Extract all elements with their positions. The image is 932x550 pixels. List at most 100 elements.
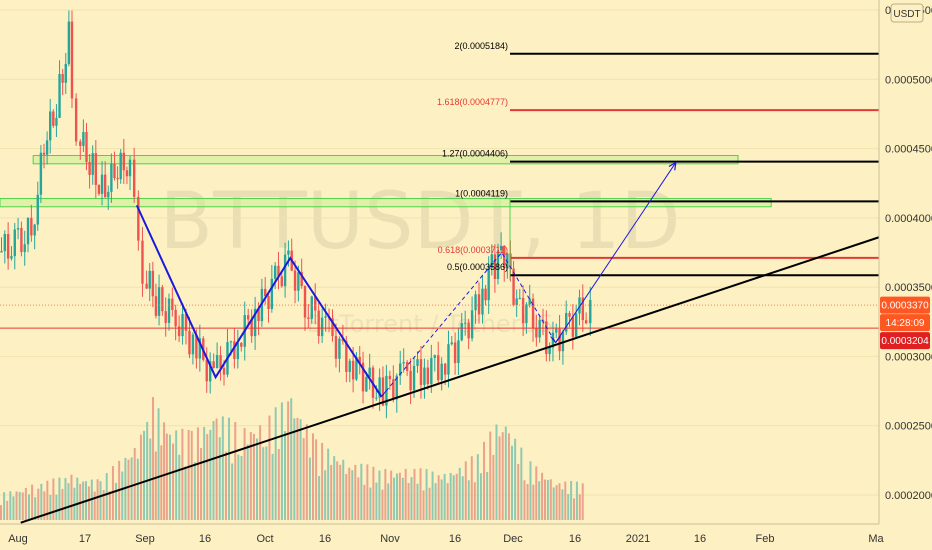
time-tick-label: Feb xyxy=(756,533,775,545)
candle-body xyxy=(188,330,191,355)
ascending-trendline[interactable] xyxy=(20,236,880,524)
candle-body xyxy=(405,362,409,371)
volume-bar xyxy=(446,483,449,520)
projection-arrow-line[interactable] xyxy=(555,162,677,343)
price-tick-label: 0.0003000 xyxy=(885,351,932,363)
volume-bar xyxy=(308,457,311,520)
wave-projection-path[interactable] xyxy=(135,161,677,398)
volume-bar xyxy=(224,451,227,520)
candle-body xyxy=(368,367,371,378)
candle-body xyxy=(0,251,3,253)
volume-bar xyxy=(541,472,544,520)
time-tick-label: 16 xyxy=(319,533,331,545)
volume-bar xyxy=(108,491,111,520)
candle-body xyxy=(132,159,136,197)
candle-body xyxy=(97,184,101,194)
currency-badge[interactable]: USDT xyxy=(890,3,924,23)
candle-body xyxy=(317,310,320,337)
volume-bar xyxy=(43,491,46,520)
candle-body xyxy=(151,270,155,297)
candle-body xyxy=(521,297,525,324)
candle-body xyxy=(381,377,385,406)
current-price-label: 0.0003370 xyxy=(881,301,929,312)
volume-bar xyxy=(34,497,37,520)
candle-body xyxy=(215,355,219,369)
volume-bar xyxy=(467,480,470,520)
volume-bar xyxy=(206,434,209,520)
volume-bar xyxy=(296,417,299,520)
volume-bar xyxy=(416,483,419,520)
volume-bar xyxy=(495,424,498,520)
volume-bar xyxy=(413,468,416,520)
candle-body xyxy=(584,320,588,324)
volume-bar xyxy=(105,473,108,520)
candle-body xyxy=(233,341,236,360)
volume-bar xyxy=(178,454,181,520)
volume-bar xyxy=(318,475,321,520)
support-resistance-zone[interactable] xyxy=(0,197,772,208)
candlesticks xyxy=(0,10,592,419)
candle-body xyxy=(453,342,457,364)
arrow-head-icon xyxy=(376,390,387,398)
candle-body xyxy=(45,140,49,155)
candle-body xyxy=(116,178,119,180)
wave-path-solid[interactable] xyxy=(135,204,383,398)
candle-body xyxy=(205,359,208,382)
candle-body xyxy=(581,297,585,321)
volume-bar xyxy=(299,419,302,520)
candle-body xyxy=(33,224,36,236)
volume-bar xyxy=(203,427,206,520)
candle-body xyxy=(148,270,151,289)
candle-body xyxy=(30,217,33,236)
volume-bar xyxy=(246,444,249,520)
candle-body xyxy=(247,315,250,320)
volume-bar xyxy=(573,498,576,520)
volume-bar xyxy=(360,463,363,520)
price-tick-label: 0.0002000 xyxy=(885,490,932,502)
candle-body xyxy=(437,355,440,381)
volume-bar xyxy=(390,470,393,520)
candle-body xyxy=(303,285,307,318)
candle-body xyxy=(91,153,94,175)
fib-level-label: 0.5(0.0003586) xyxy=(447,262,508,272)
candle-body xyxy=(42,152,46,155)
candle-body xyxy=(219,355,222,369)
volume-bar xyxy=(280,402,283,520)
candle-body xyxy=(198,338,202,359)
candle-body xyxy=(545,321,548,355)
candle-body xyxy=(528,298,531,305)
candle-body xyxy=(103,174,107,198)
candle-body xyxy=(39,152,43,195)
volume-bar xyxy=(434,483,437,520)
volume-bar xyxy=(398,472,401,520)
volume-bar xyxy=(64,477,67,520)
candle-body xyxy=(236,342,240,360)
candle-body xyxy=(110,163,113,192)
candle-body xyxy=(20,228,23,253)
volume-bar xyxy=(96,479,99,520)
support-resistance-zones[interactable] xyxy=(0,155,772,208)
candle-body xyxy=(94,153,98,185)
support-resistance-zone[interactable] xyxy=(32,155,739,165)
volume-bar xyxy=(354,464,357,520)
volume-bar xyxy=(357,477,360,520)
candle-body xyxy=(423,367,426,385)
candle-body xyxy=(412,365,416,391)
candle-body xyxy=(55,117,58,126)
volume-bar xyxy=(163,422,166,520)
candle-body xyxy=(361,362,365,392)
volume-bar xyxy=(115,482,118,520)
volume-bar xyxy=(46,480,49,520)
candle-body xyxy=(85,131,88,162)
trendline[interactable] xyxy=(20,236,880,524)
horizontal-price-lines[interactable] xyxy=(0,304,879,329)
volume-bar xyxy=(209,429,212,520)
candle-body xyxy=(512,268,515,306)
level-price-label: 0.0003204 xyxy=(881,336,929,347)
fibonacci-extension[interactable]: 2(0.0005184) 1.618(0.0004777) 1.27(0.00044… xyxy=(437,41,879,281)
volume-bar xyxy=(305,424,308,520)
time-axis[interactable]: Aug 17 Sep 16 Oct 16 Nov 16 Dec 16 2021 16 Feb Ma xyxy=(0,523,885,545)
volume-bar xyxy=(336,461,339,520)
volume-bar xyxy=(404,468,407,520)
